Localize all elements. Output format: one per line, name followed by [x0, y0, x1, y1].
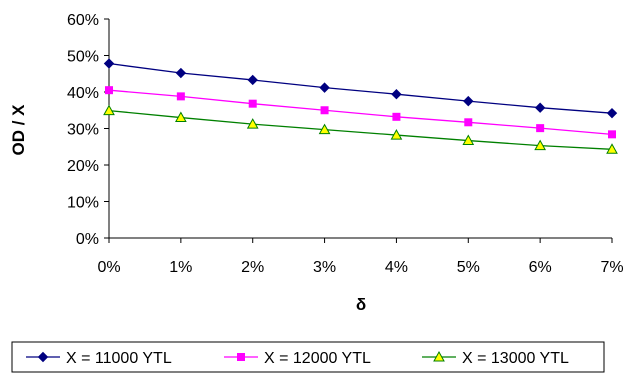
series-line — [108, 89, 613, 135]
legend-entry: X = 11000 YTL — [26, 350, 172, 367]
legend-entry: X = 13000 YTL — [422, 350, 569, 367]
data-point — [175, 67, 187, 79]
y-tick-label: 40% — [67, 85, 99, 102]
y-tick-label: 50% — [67, 49, 99, 66]
data-point — [534, 139, 546, 151]
x-tick-label: 1% — [169, 259, 192, 276]
data-point — [103, 58, 115, 69]
legend-marker — [433, 350, 445, 362]
y-tick-label: 60% — [67, 12, 99, 29]
data-point — [606, 107, 618, 119]
y-tick-label: 0% — [76, 231, 99, 248]
series-3 — [103, 104, 618, 154]
data-point — [176, 92, 185, 101]
x-tick-label: 4% — [385, 259, 408, 276]
data-point — [390, 129, 403, 140]
legend-marker — [37, 351, 49, 363]
series-1 — [103, 58, 618, 119]
series-line — [108, 109, 613, 150]
data-point — [536, 124, 545, 133]
data-point — [464, 118, 473, 127]
x-tick-label: 0% — [97, 259, 120, 276]
data-point — [319, 82, 330, 93]
series-layer — [103, 58, 618, 154]
series-2 — [105, 86, 616, 139]
y-axis-label: OD / X — [9, 104, 28, 156]
axes: 0% 10% 20% 30% 40% 50% 60% 0% 1% 2% 3% 4% 5% 6% 7% — [67, 12, 624, 276]
y-tick-label: 20% — [67, 158, 99, 175]
x-tick-label: 5% — [457, 259, 480, 276]
x-axis-label: δ — [356, 295, 366, 314]
data-point — [246, 118, 259, 129]
legend-box — [11, 341, 605, 373]
legend-label: X = 11000 YTL — [66, 350, 172, 367]
data-point — [247, 74, 258, 86]
data-point — [320, 106, 329, 115]
legend-label: X = 12000 YTL — [264, 350, 371, 367]
data-point — [318, 123, 331, 135]
data-point — [103, 104, 115, 116]
data-point — [534, 102, 546, 113]
data-point — [248, 99, 257, 108]
data-point — [606, 143, 618, 154]
data-point — [392, 112, 401, 121]
legend: X = 11000 YTL X = 12000 YTL X = 13000 YTL — [11, 341, 605, 373]
y-tick-label: 30% — [67, 122, 99, 139]
data-point — [463, 95, 474, 107]
data-point — [462, 134, 475, 146]
data-point — [175, 111, 187, 123]
data-point — [391, 88, 402, 100]
x-tick-label: 2% — [241, 259, 264, 276]
x-tick-label: 3% — [313, 259, 336, 276]
series-line — [108, 62, 613, 114]
legend-label: X = 13000 YTL — [462, 350, 569, 367]
y-tick-label: 10% — [67, 195, 99, 212]
data-point — [608, 130, 616, 139]
x-tick-label: 7% — [600, 259, 623, 276]
legend-entry: X = 12000 YTL — [224, 350, 371, 367]
x-tick-label: 6% — [529, 259, 552, 276]
data-point — [105, 86, 113, 95]
legend-marker — [237, 353, 245, 361]
